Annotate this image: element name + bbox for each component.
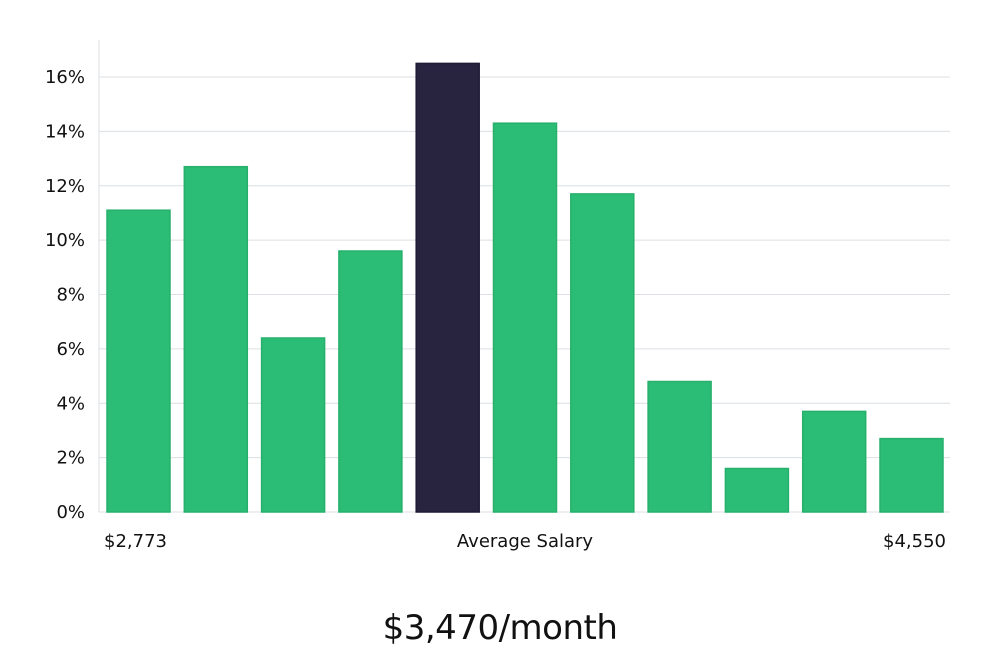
bar — [801, 410, 867, 513]
bar — [647, 380, 712, 513]
y-tick-label: 16% — [45, 67, 85, 88]
bar — [570, 193, 635, 513]
average-salary-value: $3,470/month — [382, 608, 618, 648]
x-label-min: $2,773 — [104, 531, 167, 552]
y-tick-label: 12% — [45, 176, 85, 197]
y-tick-label: 6% — [56, 339, 85, 360]
y-tick-label: 14% — [45, 121, 85, 142]
x-label-average: Average Salary — [457, 531, 594, 552]
bar — [724, 467, 790, 513]
bar — [338, 250, 403, 513]
bar — [492, 122, 558, 513]
bars — [106, 62, 944, 513]
x-label-max: $4,550 — [883, 531, 946, 552]
y-tick-label: 10% — [45, 230, 85, 251]
y-tick-label: 4% — [56, 393, 85, 414]
y-axis-ticks: 0% 2% 4% 6% 8% 10% 12% 14% 16% — [45, 67, 85, 523]
bar — [106, 209, 171, 513]
bar-average-highlight — [415, 62, 480, 513]
bar — [260, 337, 326, 513]
salary-distribution-chart: 0% 2% 4% 6% 8% 10% 12% 14% 16% $2,773 Average Sa… — [45, 40, 950, 552]
bar — [879, 437, 944, 513]
y-tick-label: 2% — [56, 448, 85, 469]
y-tick-label: 0% — [56, 502, 85, 523]
y-tick-label: 8% — [56, 285, 85, 306]
bar — [183, 165, 249, 513]
